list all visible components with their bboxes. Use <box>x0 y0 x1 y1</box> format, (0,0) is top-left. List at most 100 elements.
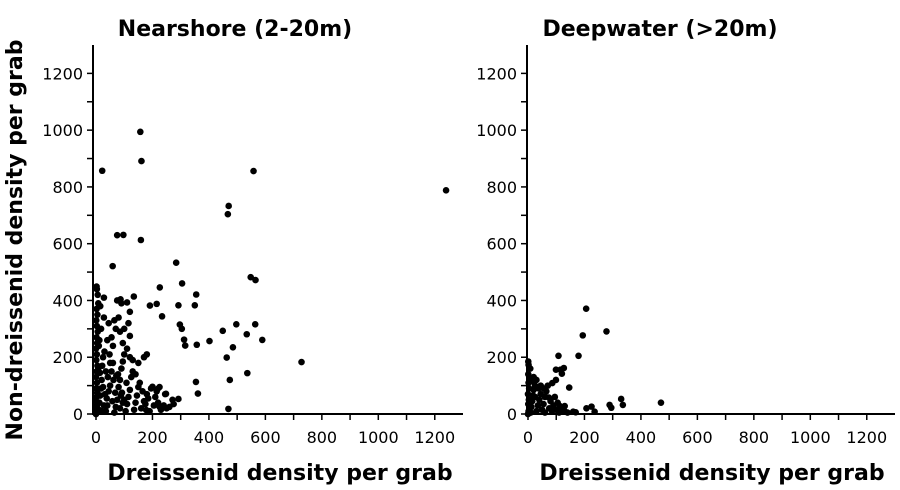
data-point <box>136 379 144 387</box>
data-point <box>119 358 127 365</box>
data-point <box>156 383 163 391</box>
data-point <box>137 128 144 136</box>
data-point <box>225 405 232 413</box>
data-point <box>144 395 152 402</box>
data-point <box>125 319 132 327</box>
x-tick-label: 200 <box>137 428 168 447</box>
data-point <box>528 403 535 411</box>
x-tick-label: 600 <box>250 428 281 447</box>
data-point <box>575 352 582 360</box>
data-point <box>108 368 115 375</box>
data-point <box>98 167 106 175</box>
data-point <box>92 317 100 324</box>
data-point <box>97 325 105 333</box>
data-point <box>92 356 100 364</box>
x-tick-label: 1200 <box>846 428 887 447</box>
data-point <box>172 259 180 267</box>
data-point <box>104 373 112 381</box>
data-point <box>93 351 101 358</box>
data-point <box>147 385 155 392</box>
data-point <box>193 341 201 349</box>
data-point <box>555 352 562 360</box>
data-point <box>111 317 118 324</box>
data-point <box>105 319 113 327</box>
data-point <box>582 305 590 312</box>
data-point <box>657 399 665 406</box>
data-point <box>247 273 255 281</box>
y-tick-label: 400 <box>486 291 517 310</box>
data-point <box>109 342 117 350</box>
data-point <box>135 359 142 367</box>
data-point <box>100 314 108 321</box>
data-point <box>123 299 131 306</box>
data-point <box>123 345 131 353</box>
x-tick-label: 800 <box>307 428 338 447</box>
data-point <box>133 392 141 399</box>
data-point <box>252 276 259 284</box>
data-point <box>111 409 118 416</box>
data-point <box>156 284 164 291</box>
data-point <box>118 300 125 307</box>
data-point <box>101 390 109 398</box>
data-point <box>250 167 257 175</box>
data-point <box>95 342 103 350</box>
x-tick-label: 800 <box>739 428 770 447</box>
data-point <box>142 400 149 408</box>
data-point <box>106 382 114 389</box>
data-point <box>132 399 139 406</box>
data-point <box>530 373 537 381</box>
data-point <box>251 321 259 328</box>
data-point <box>224 210 232 218</box>
y-tick-label: 600 <box>52 235 83 254</box>
data-point <box>138 157 145 165</box>
data-point <box>139 387 146 395</box>
data-point <box>129 356 136 364</box>
chart-title-deepwater: Deepwater (>20m) <box>542 17 777 42</box>
data-point <box>153 300 160 308</box>
x-tick-label: 1000 <box>790 428 831 447</box>
x-tick-label: 1000 <box>358 428 399 447</box>
data-point <box>298 358 305 366</box>
data-point <box>94 365 102 372</box>
data-point <box>115 383 122 391</box>
y-axis-label: Non-dreissenid density per grab <box>3 40 28 441</box>
x-tick-label: 0 <box>523 428 533 447</box>
data-point <box>192 378 200 386</box>
data-point <box>191 301 199 309</box>
data-point <box>94 291 101 299</box>
data-point <box>98 376 105 384</box>
data-point <box>541 409 549 416</box>
data-point <box>158 313 166 320</box>
data-point <box>96 302 104 310</box>
data-point <box>126 386 134 394</box>
data-point <box>540 385 547 392</box>
data-point <box>170 400 177 408</box>
data-point <box>534 402 542 409</box>
data-point <box>527 409 535 416</box>
data-point <box>161 390 169 398</box>
chart-title-nearshore: Nearshore (2-20m) <box>118 17 352 42</box>
data-point <box>113 372 120 379</box>
y-tick-label: 0 <box>73 405 83 424</box>
data-point <box>579 332 587 339</box>
y-tick-label: 200 <box>52 348 83 367</box>
data-point <box>617 395 625 403</box>
data-point <box>178 280 186 287</box>
data-point <box>146 302 154 309</box>
data-point <box>130 293 138 300</box>
data-point <box>243 330 251 338</box>
data-point <box>181 342 189 349</box>
data-point <box>103 336 111 344</box>
data-point <box>619 401 627 409</box>
data-point <box>526 365 534 372</box>
data-point <box>219 327 227 335</box>
data-point <box>540 400 547 408</box>
data-point <box>93 285 101 293</box>
data-point <box>119 339 127 347</box>
x-tick-label: 1200 <box>414 428 455 447</box>
plot-nearshore: 0 200 400 600 800 1000 1200 0 200 400 600 800 1000 12… <box>42 45 463 447</box>
y-tick-label: 1000 <box>476 121 517 140</box>
data-point <box>223 354 231 361</box>
data-point <box>122 407 129 415</box>
data-point <box>102 368 110 375</box>
